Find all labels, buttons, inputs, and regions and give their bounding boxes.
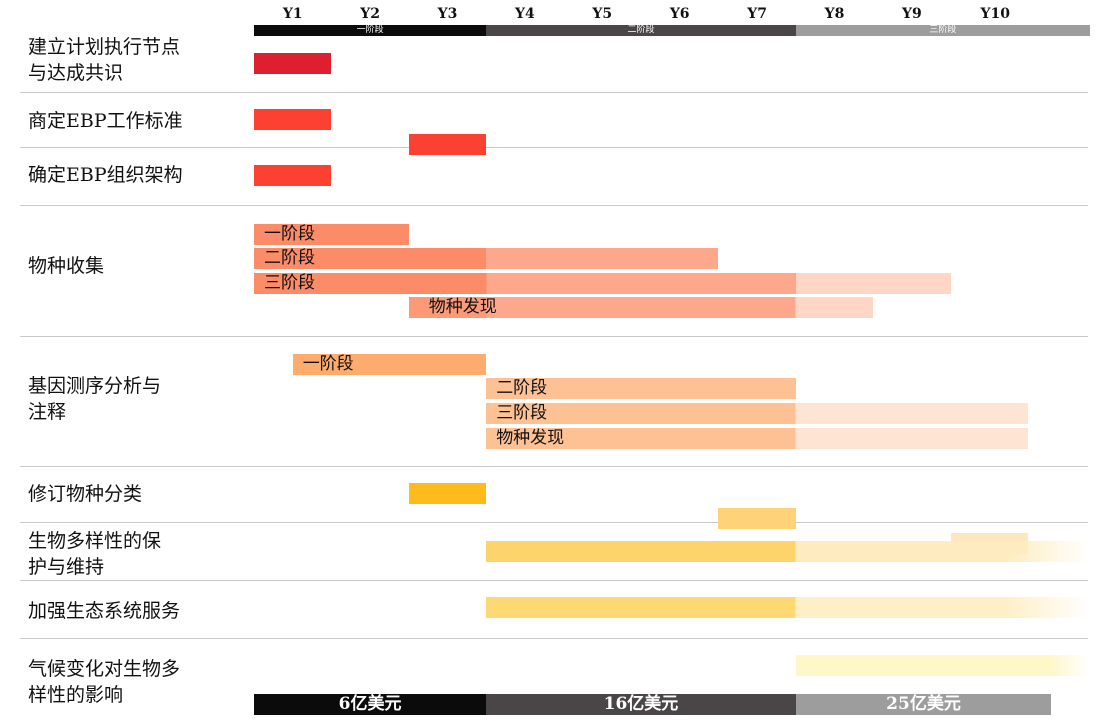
bar-label: 三阶段 [496, 403, 548, 423]
year-label: Y9 [902, 6, 922, 22]
row-label: 气候变化对生物多 样性的影响 [28, 658, 181, 706]
gantt-bar [486, 597, 1090, 618]
row-divider [20, 466, 1088, 467]
gantt-bar [718, 508, 796, 529]
budget-bar: 25亿美元 [795, 694, 1052, 715]
row-divider [20, 92, 1088, 93]
row-label: 基因测序分析与 注释 [28, 375, 162, 423]
gantt-bar [254, 248, 719, 269]
row-divider [20, 638, 1088, 639]
phase-band: 三阶段 [795, 25, 1090, 36]
year-label: Y5 [592, 6, 613, 22]
year-label: Y8 [824, 6, 845, 22]
gantt-bar [486, 403, 1028, 424]
phase-band: 二阶段 [486, 25, 796, 36]
row-label: 生物多样性的保 护与维持 [28, 530, 162, 578]
row-label: 物种收集 [28, 255, 105, 277]
gantt-bar [254, 224, 409, 245]
row-label: 建立计划执行节点 与达成共识 [28, 36, 181, 84]
gantt-bar [486, 378, 796, 399]
gantt-bar [292, 354, 487, 375]
gantt-bar [795, 655, 1090, 676]
phase-band: 一阶段 [254, 25, 487, 36]
bar-label: 物种发现 [428, 297, 497, 317]
gantt-bar [408, 134, 487, 155]
bar-label: 三阶段 [264, 273, 315, 293]
year-label: Y2 [360, 6, 380, 22]
row-divider [20, 205, 1088, 206]
year-label: Y10 [980, 6, 1011, 22]
row-divider [20, 336, 1088, 337]
budget-bar: 16亿美元 [486, 694, 796, 715]
row-divider [20, 147, 1088, 148]
year-label: Y3 [437, 6, 458, 22]
gantt-bar [254, 53, 332, 74]
year-label: Y7 [747, 6, 767, 22]
year-label: Y1 [282, 6, 303, 22]
row-label: 修订物种分类 [28, 483, 143, 505]
bar-label: 二阶段 [496, 378, 548, 398]
row-label: 加强生态系统服务 [28, 600, 181, 622]
row-label: 确定EBP组织架构 [28, 164, 183, 186]
gantt-bar [408, 297, 874, 318]
year-label: Y6 [669, 6, 690, 22]
gantt-bar [486, 428, 1028, 449]
bar-label: 物种发现 [496, 428, 565, 448]
bar-label: 二阶段 [264, 248, 315, 268]
row-divider [20, 522, 1088, 523]
gantt-bar [254, 273, 951, 294]
year-label: Y4 [515, 6, 535, 22]
gantt-bar [408, 483, 487, 504]
row-label: 商定EBP工作标准 [28, 110, 183, 132]
gantt-bar [254, 109, 332, 130]
gantt-bar [254, 165, 332, 186]
bar-label: 一阶段 [264, 224, 315, 244]
gantt-bar [486, 541, 1090, 562]
bar-label: 一阶段 [302, 354, 354, 374]
budget-bar: 6亿美元 [254, 694, 487, 715]
row-divider [20, 580, 1088, 581]
